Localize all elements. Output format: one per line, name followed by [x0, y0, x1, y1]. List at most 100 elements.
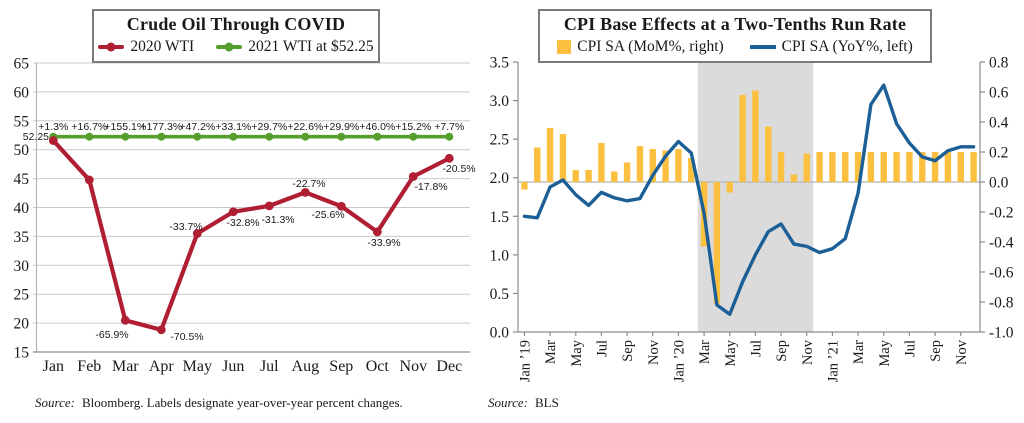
svg-text:-33.7%: -33.7%: [169, 221, 202, 233]
crude-x-axis-labels: Jan Feb Mar Apr May Jun Jul Aug Sep Oct Nov Dec: [43, 358, 463, 375]
legend-label-2021-wti: 2021 WTI at $52.25: [248, 38, 374, 55]
svg-text:0.8: 0.8: [989, 55, 1009, 72]
svg-text:55: 55: [14, 113, 30, 130]
cpi-title-box: CPI Base Effects at a Two-Tenths Run Rat…: [538, 9, 932, 63]
svg-text:Nov: Nov: [800, 339, 816, 365]
svg-text:Jan: Jan: [43, 358, 64, 375]
green-line-marker-icon: [216, 42, 243, 52]
svg-text:+46.0%: +46.0%: [359, 121, 395, 133]
red-line-marker-icon: [98, 42, 125, 52]
svg-text:2.0: 2.0: [490, 170, 510, 187]
svg-text:Apr: Apr: [149, 358, 175, 375]
svg-text:15: 15: [14, 345, 30, 362]
crude-oil-legend: 2020 WTI 2021 WTI at $52.25: [94, 35, 378, 59]
blue-line-marker-icon: [749, 45, 776, 49]
source-label: Source:: [488, 395, 528, 410]
yellow-square-marker-icon: [557, 40, 572, 54]
svg-text:May: May: [569, 339, 585, 366]
svg-text:0.4: 0.4: [989, 115, 1009, 132]
source-text: BLS: [534, 395, 559, 410]
cpi-legend: CPI SA (MoM%, right) CPI SA (YoY%, left): [540, 35, 930, 59]
crude-oil-title: Crude Oil Through COVID: [126, 14, 346, 34]
svg-text:0.6: 0.6: [989, 85, 1009, 102]
series-2020-wti: [48, 136, 454, 335]
legend-item-cpi-mom: CPI SA (MoM%, right): [557, 35, 724, 59]
legend-item-2021-wti: 2021 WTI at $52.25: [216, 35, 374, 59]
svg-text:Nov: Nov: [646, 339, 662, 365]
green-point-labels: +1.3% +16.7%+155.1%+177.3%+47.2% +33.1% +29…: [38, 121, 464, 133]
svg-text:Jul: Jul: [748, 340, 764, 357]
svg-text:+29.9%: +29.9%: [323, 121, 359, 133]
svg-text:+155.1%: +155.1%: [104, 121, 146, 133]
series-2021-wti: 52.25: [23, 131, 454, 143]
svg-text:Sep: Sep: [774, 340, 790, 362]
svg-text:-33.9%: -33.9%: [367, 237, 400, 249]
svg-text:+15.2%: +15.2%: [395, 121, 431, 133]
cpi-axes: [517, 62, 981, 333]
legend-item-2020-wti: 2020 WTI: [98, 35, 194, 59]
svg-text:Jan ’19: Jan ’19: [517, 340, 533, 382]
cpi-mom-bars: [521, 90, 977, 304]
cpi-source: Source: BLS: [488, 395, 559, 411]
svg-text:+1.3%: +1.3%: [38, 121, 68, 133]
svg-text:25: 25: [14, 287, 30, 304]
svg-text:1.5: 1.5: [490, 209, 510, 226]
svg-text:3.5: 3.5: [490, 55, 510, 72]
svg-text:-0.2: -0.2: [989, 205, 1014, 222]
svg-text:Mar: Mar: [851, 340, 867, 364]
svg-text:60: 60: [14, 84, 30, 101]
svg-text:Feb: Feb: [77, 358, 101, 375]
svg-text:40: 40: [14, 200, 30, 217]
svg-text:0.0: 0.0: [490, 325, 510, 342]
svg-text:0.2: 0.2: [989, 145, 1008, 162]
svg-text:20: 20: [14, 316, 30, 333]
svg-text:Oct: Oct: [366, 358, 390, 375]
legend-label-2020-wti: 2020 WTI: [130, 38, 195, 55]
crude-oil-title-box: Crude Oil Through COVID 2020 WTI 2021 WT…: [92, 9, 380, 63]
svg-text:Sep: Sep: [928, 340, 944, 362]
svg-text:May: May: [723, 339, 739, 366]
crude-y-axis-labels: 15 20 25 30 35 40 45 50 55 60 65: [14, 56, 30, 362]
svg-text:50: 50: [14, 142, 30, 159]
svg-text:-22.7%: -22.7%: [292, 178, 325, 190]
svg-text:-0.4: -0.4: [989, 235, 1014, 252]
legend-label-cpi-mom: CPI SA (MoM%, right): [577, 38, 724, 55]
svg-text:-31.3%: -31.3%: [261, 214, 294, 226]
svg-text:3.0: 3.0: [490, 93, 510, 110]
cpi-right-axis-labels: -1.0 -0.8 -0.6 -0.4 -0.2 0.0 0.2 0.4 0.6 0.8: [980, 55, 1014, 342]
svg-text:Jun: Jun: [222, 358, 244, 375]
svg-text:-0.8: -0.8: [989, 295, 1014, 312]
svg-text:1.0: 1.0: [490, 247, 510, 264]
red-point-labels: -65.9% -70.5% -33.7% -32.8% -31.3% -22.7% -25.…: [95, 163, 475, 343]
svg-text:0.5: 0.5: [490, 286, 510, 303]
crude-oil-source: Source: Bloomberg. Labels designate year-…: [35, 395, 403, 411]
svg-text:May: May: [183, 358, 212, 375]
legend-label-cpi-yoy: CPI SA (YoY%, left): [781, 38, 913, 55]
svg-text:Mar: Mar: [697, 340, 713, 364]
svg-text:35: 35: [14, 229, 30, 246]
svg-text:Nov: Nov: [400, 358, 428, 375]
svg-text:52.25: 52.25: [23, 131, 49, 143]
legend-item-cpi-yoy: CPI SA (YoY%, left): [749, 35, 913, 59]
svg-text:-25.6%: -25.6%: [311, 209, 344, 221]
source-text: Bloomberg. Labels designate year-over-ye…: [81, 395, 403, 410]
svg-text:Aug: Aug: [292, 358, 320, 375]
svg-text:+7.7%: +7.7%: [434, 121, 464, 133]
svg-text:Jul: Jul: [594, 340, 610, 357]
svg-text:Jan ’21: Jan ’21: [825, 340, 841, 382]
svg-text:May: May: [877, 339, 893, 366]
svg-text:-65.9%: -65.9%: [95, 329, 128, 341]
svg-text:-0.6: -0.6: [989, 265, 1014, 282]
svg-text:Mar: Mar: [543, 340, 559, 364]
svg-text:Mar: Mar: [112, 358, 139, 375]
svg-text:Jul: Jul: [260, 358, 279, 375]
svg-text:0.0: 0.0: [989, 175, 1009, 192]
source-label: Source:: [35, 395, 75, 410]
svg-text:Jul: Jul: [902, 340, 918, 357]
cpi-x-axis-labels: Jan ’19 Mar May Jul Sep Nov Jan ’20 Mar May Jul Se…: [517, 332, 970, 382]
svg-text:+22.6%: +22.6%: [287, 121, 323, 133]
svg-text:-1.0: -1.0: [989, 325, 1014, 342]
svg-text:-17.8%: -17.8%: [414, 181, 447, 193]
